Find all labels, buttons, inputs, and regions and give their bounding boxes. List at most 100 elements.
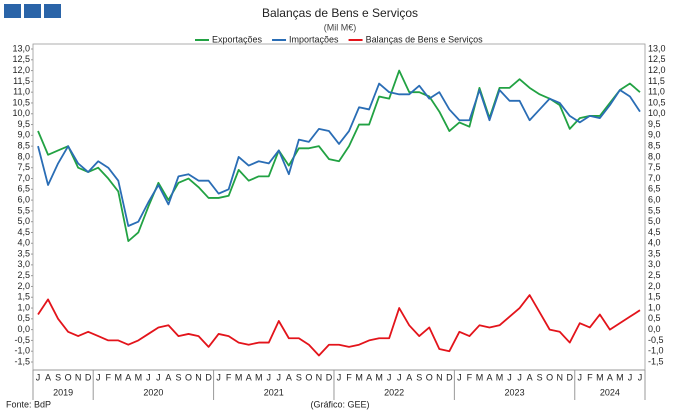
x-tick-label: O bbox=[305, 372, 312, 382]
y-tick-label: -0,5 bbox=[14, 335, 30, 345]
y2-tick-label: 2,5 bbox=[648, 270, 661, 280]
y-tick-label: 7,0 bbox=[17, 173, 30, 183]
x-tick-label: N bbox=[195, 372, 202, 382]
y2-tick-label: -1,0 bbox=[648, 346, 664, 356]
series-line bbox=[37, 69, 641, 243]
y-tick-label: 9,0 bbox=[17, 130, 30, 140]
y-tick-label: 10,5 bbox=[12, 97, 30, 107]
x-tick-label: J bbox=[397, 372, 402, 382]
y2-tick-label: 6,5 bbox=[648, 184, 661, 194]
year-label: 2023 bbox=[505, 387, 525, 397]
x-tick-label: J bbox=[638, 372, 643, 382]
series-line bbox=[37, 294, 641, 357]
x-tick-label: A bbox=[45, 372, 51, 382]
legend-label: Balanças de Bens e Serviços bbox=[366, 34, 484, 44]
y2-tick-label: 11,5 bbox=[648, 76, 665, 86]
x-tick-label: S bbox=[416, 372, 422, 382]
y-tick-label: 13,0 bbox=[12, 43, 30, 53]
y-tick-label: 3,0 bbox=[17, 259, 30, 269]
y-tick-label: 6,5 bbox=[17, 184, 30, 194]
x-tick-label: J bbox=[96, 372, 101, 382]
x-tick-label: O bbox=[65, 372, 72, 382]
x-tick-label: F bbox=[346, 372, 352, 382]
x-tick-label: O bbox=[185, 372, 192, 382]
x-tick-label: D bbox=[205, 372, 212, 382]
x-tick-label: N bbox=[316, 372, 323, 382]
x-tick-label: S bbox=[537, 372, 543, 382]
y-tick-label: 6,0 bbox=[17, 194, 30, 204]
y2-tick-label: 8,5 bbox=[648, 141, 661, 151]
y2-tick-label: 0,0 bbox=[648, 324, 661, 334]
year-label: 2019 bbox=[53, 387, 73, 397]
x-tick-label: J bbox=[337, 372, 342, 382]
x-tick-label: J bbox=[216, 372, 221, 382]
x-tick-label: J bbox=[267, 372, 272, 382]
y-tick-label: 4,0 bbox=[17, 238, 30, 248]
header-icon bbox=[44, 4, 61, 18]
x-tick-label: A bbox=[607, 372, 613, 382]
year-label: 2020 bbox=[143, 387, 163, 397]
x-tick-label: D bbox=[326, 372, 333, 382]
y-tick-label: 1,0 bbox=[17, 302, 30, 312]
y-tick-label: 5,5 bbox=[17, 205, 30, 215]
y2-tick-label: 13,0 bbox=[648, 43, 666, 53]
x-tick-label: A bbox=[486, 372, 492, 382]
x-tick-label: J bbox=[578, 372, 583, 382]
y2-tick-label: 2,0 bbox=[648, 281, 661, 291]
x-tick-label: M bbox=[135, 372, 143, 382]
y-tick-label: -1,5 bbox=[14, 356, 30, 366]
y-tick-label: 5,0 bbox=[17, 216, 30, 226]
x-tick-label: J bbox=[146, 372, 151, 382]
y-tick-label: 0,5 bbox=[17, 313, 30, 323]
x-tick-label: D bbox=[567, 372, 574, 382]
y-tick-label: 10,0 bbox=[12, 108, 30, 118]
y-tick-label: 8,0 bbox=[17, 151, 30, 161]
chart-title: Balanças de Bens e Serviços bbox=[262, 6, 418, 20]
y2-tick-label: 9,5 bbox=[648, 119, 661, 129]
series-line bbox=[37, 82, 641, 227]
x-tick-label: J bbox=[457, 372, 462, 382]
y-tick-label: 11,5 bbox=[13, 76, 30, 86]
x-tick-label: J bbox=[387, 372, 392, 382]
x-tick-label: M bbox=[616, 372, 624, 382]
y2-tick-label: 6,0 bbox=[648, 194, 661, 204]
credit: (Gráfico: GEE) bbox=[310, 399, 369, 409]
y-tick-label: -1,0 bbox=[14, 346, 30, 356]
legend-label: Importações bbox=[289, 34, 339, 44]
y-tick-label: 11,0 bbox=[13, 87, 30, 97]
x-tick-label: J bbox=[507, 372, 512, 382]
y2-tick-label: 12,5 bbox=[648, 54, 666, 64]
y-tick-label: 12,5 bbox=[12, 54, 30, 64]
y2-tick-label: 4,5 bbox=[648, 227, 661, 237]
y2-tick-label: 1,5 bbox=[648, 292, 661, 302]
y2-tick-label: 12,0 bbox=[648, 65, 666, 75]
source: Fonte: BdP bbox=[6, 399, 51, 409]
x-tick-label: N bbox=[75, 372, 82, 382]
x-tick-label: O bbox=[546, 372, 553, 382]
x-tick-label: M bbox=[496, 372, 504, 382]
x-tick-label: N bbox=[556, 372, 563, 382]
y2-tick-label: 0,5 bbox=[648, 313, 661, 323]
x-tick-label: F bbox=[105, 372, 111, 382]
x-tick-label: A bbox=[286, 372, 292, 382]
x-tick-label: S bbox=[175, 372, 181, 382]
x-tick-label: J bbox=[156, 372, 161, 382]
x-tick-label: D bbox=[446, 372, 453, 382]
y2-tick-label: 10,5 bbox=[648, 97, 666, 107]
y-tick-label: 1,5 bbox=[17, 292, 30, 302]
y2-tick-label: 8,0 bbox=[648, 151, 661, 161]
x-tick-label: S bbox=[55, 372, 61, 382]
y-tick-label: 4,5 bbox=[17, 227, 30, 237]
x-tick-label: J bbox=[277, 372, 282, 382]
y2-tick-label: 3,0 bbox=[648, 259, 661, 269]
x-tick-label: M bbox=[235, 372, 243, 382]
y2-tick-label: 7,0 bbox=[648, 173, 661, 183]
y-tick-label: 9,5 bbox=[17, 119, 30, 129]
x-tick-label: N bbox=[436, 372, 443, 382]
x-tick-label: M bbox=[255, 372, 263, 382]
y2-tick-label: 5,5 bbox=[648, 205, 661, 215]
x-tick-label: M bbox=[375, 372, 383, 382]
x-tick-label: M bbox=[596, 372, 604, 382]
y2-tick-label: 11,0 bbox=[648, 87, 665, 97]
